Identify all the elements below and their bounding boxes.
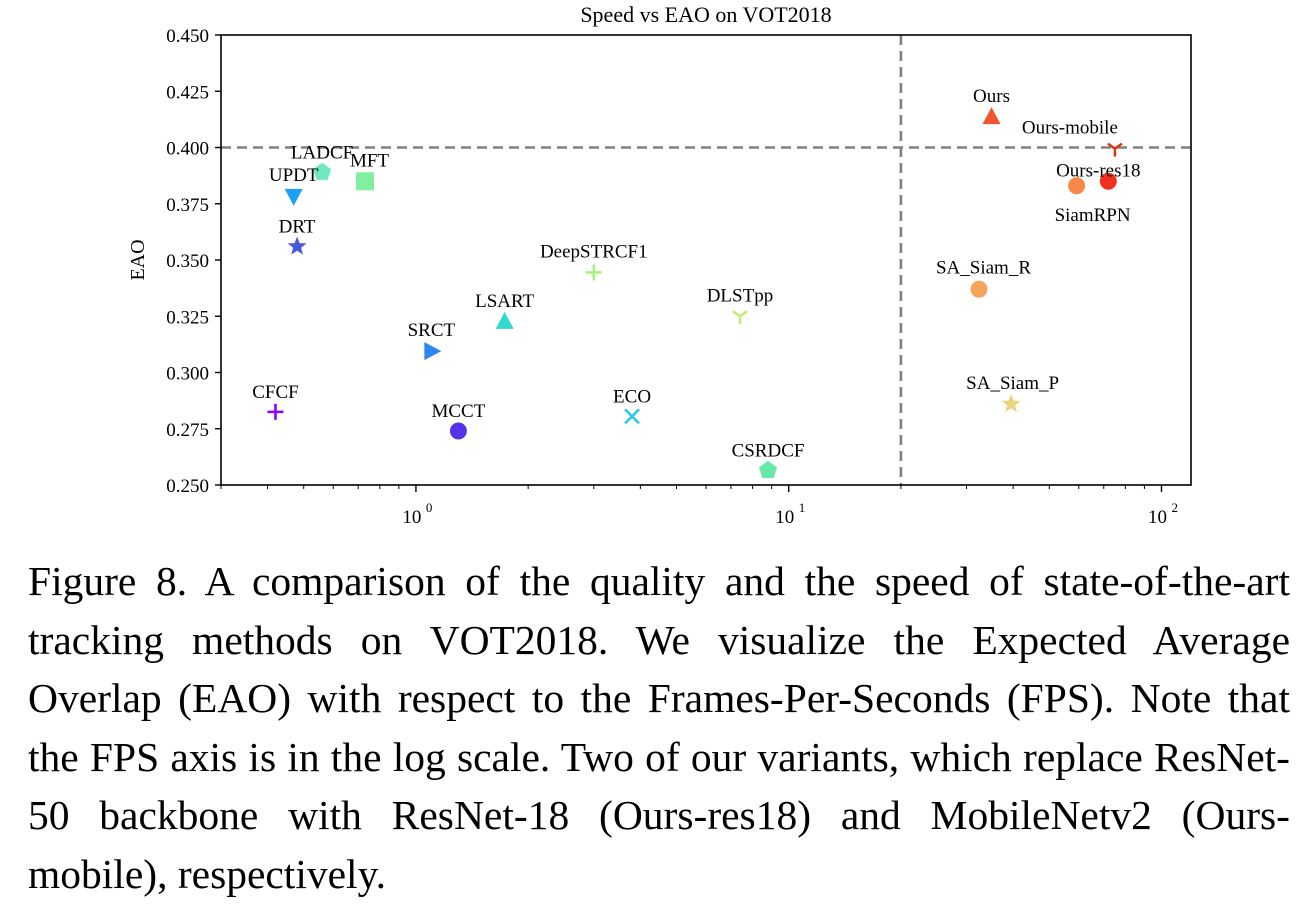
label-sa-siam-p: SA_Siam_P [966,373,1059,394]
marker-tri-right [1114,142,1123,150]
y-tick-label: 0.350 [166,251,209,272]
reference-lines [221,35,1191,485]
point-mcct [449,422,467,440]
marker-pentagon [759,460,777,479]
x-tick-exponent: 2 [1171,500,1178,515]
label-mcct: MCCT [431,401,485,422]
y-tick-label: 0.300 [166,364,209,385]
label-csrdcf: CSRDCF [732,440,805,461]
point-siamrpn [1068,177,1086,195]
label-mft: MFT [350,150,389,171]
label-dlstpp: DLSTpp [707,285,774,306]
point-deepstrcf1 [585,264,602,281]
marker-square [355,172,374,191]
point-csrdcf [759,460,777,479]
x-tick-label: 10 [1148,507,1167,528]
marker-tri-left [732,310,741,318]
marker-x-b [624,408,640,425]
marker-tri-right [739,310,748,318]
label-eco: ECO [613,386,651,407]
point-cfcf [267,403,284,420]
scatter-chart: Speed vs EAO on VOT2018 EAO 0.2500.2750.… [127,2,1192,528]
marker-circle [1099,172,1117,190]
point-ours-mobile [1107,142,1123,157]
point-sa-siam-p [1001,394,1021,413]
point-ours [982,107,1001,125]
y-tick-label: 0.400 [166,139,209,160]
y-tick-label: 0.425 [166,82,209,103]
label-cfcf: CFCF [252,382,298,403]
marker-tri-left [1107,142,1116,150]
label-siamrpn: SiamRPN [1055,205,1131,226]
point-updt [284,188,303,206]
point-ladcf [313,162,332,180]
figure-caption: Figure 8. A comparison of the quality an… [28,558,1290,897]
label-deepstrcf1: DeepSTRCF1 [540,241,648,262]
point-eco [624,408,640,425]
marker-circle [449,422,467,440]
label-ours: Ours [973,86,1010,107]
marker-triangle-up [495,311,514,329]
marker-triangle-right [424,342,442,361]
y-axis-ticks: 0.250 0.275 0.300 0.325 0.350 0.375 0.400 0.425… [166,26,221,497]
x-axis-ticks: 10 0 10 1 10 2 [220,485,1178,528]
x-tick-label: 10 [402,507,421,528]
x-tick-exponent: 1 [799,500,806,515]
point-srct [424,342,442,361]
plot-frame [220,34,1192,486]
marker-circle [970,280,988,298]
point-drt [287,236,307,255]
label-ours-res18: Ours-res18 [1056,160,1140,181]
y-tick-label: 0.250 [166,476,209,497]
point-sa-siam-r [970,280,988,298]
marker-circle [1068,177,1086,195]
y-tick-label: 0.450 [166,26,209,47]
x-tick-label: 10 [775,507,794,528]
label-drt: DRT [279,217,316,238]
label-lsart: LSART [475,291,534,312]
label-srct: SRCT [408,320,456,341]
marker-triangle-up [982,107,1001,125]
label-ladcf: LADCF [291,142,353,163]
chart-title: Speed vs EAO on VOT2018 [580,2,831,27]
y-tick-label: 0.375 [166,195,209,216]
label-ours-mobile: Ours-mobile [1022,118,1118,139]
marker-pentagon [313,162,332,180]
point-dlstpp [732,310,748,325]
marker-star [287,236,307,255]
y-tick-label: 0.325 [166,307,209,328]
marker-triangle-down [284,188,303,206]
label-updt: UPDT [269,165,319,186]
y-axis-label: EAO [127,239,149,280]
marker-star [1001,394,1021,413]
point-ours-res18 [1099,172,1117,190]
data-points [267,107,1123,479]
label-sa-siam-r: SA_Siam_R [936,257,1031,278]
x-tick-exponent: 0 [426,500,433,515]
point-mft [355,172,374,191]
y-tick-label: 0.275 [166,420,209,441]
point-lsart [495,311,514,329]
